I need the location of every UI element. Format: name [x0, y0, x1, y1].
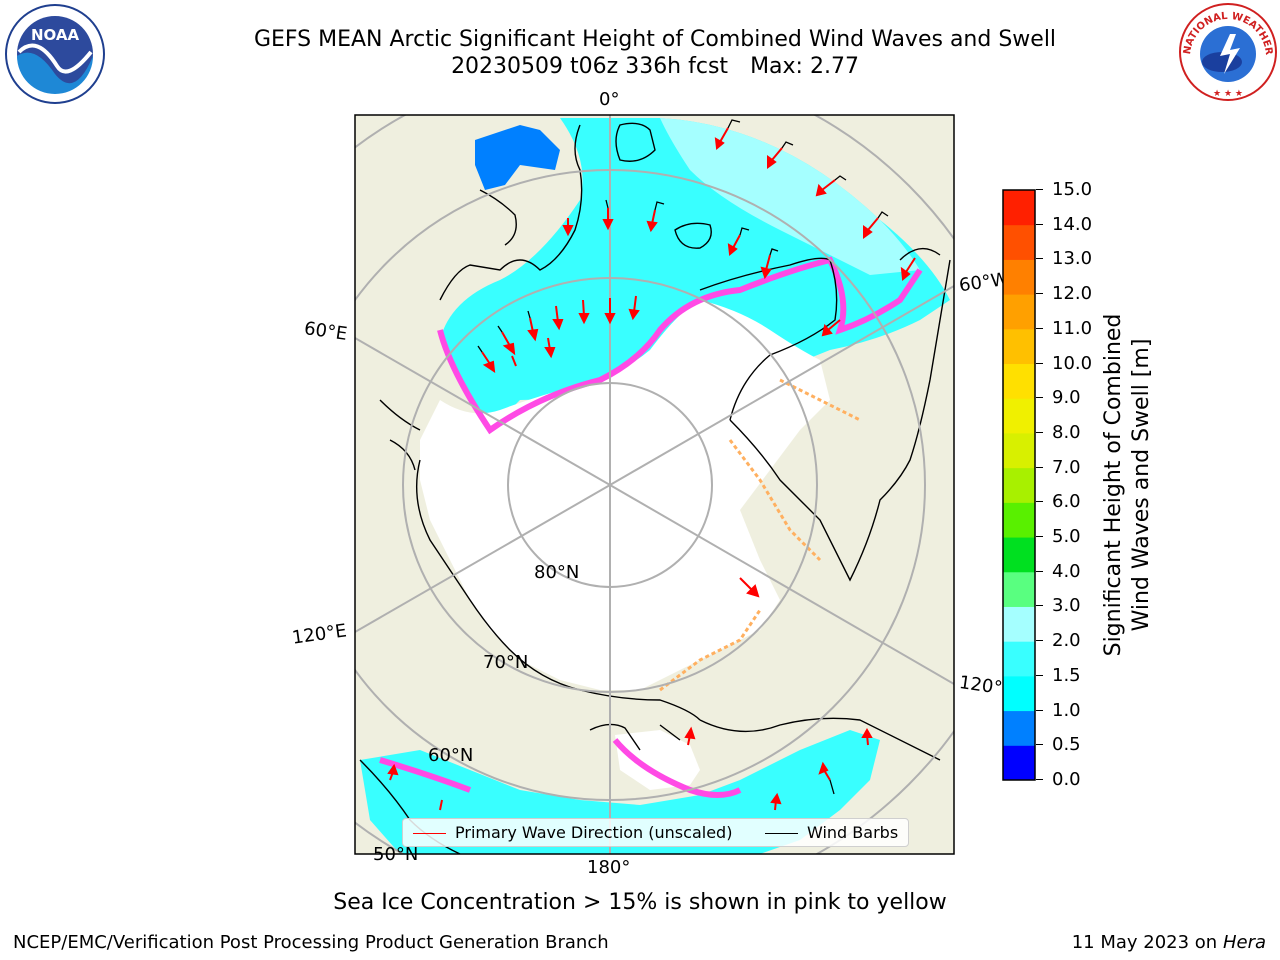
colorbar-tick-label: 7.0 — [1052, 456, 1081, 478]
colorbar-segment — [1003, 467, 1035, 503]
colorbar-segment — [1003, 641, 1035, 677]
national-weather-service-logo-icon: NATIONAL WEATHER SERVICE ★ ★ ★ — [1174, 0, 1277, 101]
colorbar-tick-label: 0.5 — [1052, 734, 1081, 756]
colorbar-segment — [1003, 224, 1035, 260]
noaa-logo-text: NOAA — [31, 26, 80, 44]
colorbar-segment — [1003, 398, 1035, 434]
colorbar-segment — [1003, 363, 1035, 399]
lat-label-80n: 80°N — [534, 562, 580, 583]
sea-ice-area — [420, 300, 830, 690]
colorbar-tick-mark — [1036, 605, 1043, 607]
noaa-logo-icon: NOAA — [5, 4, 105, 104]
colorbar-tick-mark — [1036, 362, 1043, 364]
chart-title: GEFS MEAN Arctic Significant Height of C… — [253, 27, 1057, 52]
lat-label-60n: 60°N — [428, 745, 474, 766]
colorbar-segment — [1003, 259, 1035, 295]
footer-host: Hera — [1222, 932, 1266, 953]
colorbar-tick-label: 1.0 — [1052, 699, 1081, 721]
sea-ice-note: Sea Ice Concentration > 15% is shown in … — [333, 890, 947, 915]
colorbar-tick-mark — [1036, 223, 1043, 225]
ice-edge-orange — [659, 378, 861, 692]
colorbar-title-line2: Wind Waves and Swell [m] — [1129, 338, 1154, 632]
colorbar-title-line1: Significant Height of Combined — [1101, 313, 1126, 657]
ice-edge-atlantic — [437, 256, 923, 435]
colorbar-segment — [1003, 294, 1035, 330]
colorbar-tick-mark — [1036, 709, 1043, 711]
colorbar-tick-mark — [1036, 258, 1043, 260]
colorbar-title: Significant Height of Combined Wind Wave… — [1100, 314, 1156, 657]
colorbar-segment — [1003, 710, 1035, 746]
forecast-run: 20230509 t06z 336h fcst — [451, 54, 729, 79]
colorbar-tick-mark — [1036, 779, 1043, 780]
max-value: Max: 2.77 — [750, 54, 859, 79]
colorbar-tick-label: 9.0 — [1052, 387, 1081, 409]
lon-label-0: 0° — [599, 89, 620, 110]
colorbar-tick-mark — [1036, 536, 1043, 538]
colorbar-tick-label: 10.0 — [1052, 352, 1093, 374]
black-line-icon — [765, 833, 798, 834]
lat-label-50n: 50°N — [373, 844, 419, 865]
nws-logo: NATIONAL WEATHER SERVICE ★ ★ ★ — [1174, 0, 1278, 106]
colorbar-tick-label: 14.0 — [1052, 213, 1093, 235]
colorbar-tick-mark — [1036, 189, 1043, 190]
colorbar-tick-mark — [1036, 744, 1043, 746]
noaa-logo: NOAA — [5, 4, 105, 108]
svg-text:★ ★ ★: ★ ★ ★ — [1213, 89, 1243, 99]
map-frame — [354, 114, 955, 855]
colorbar-tick-mark — [1036, 397, 1043, 399]
colorbar-tick-label: 8.0 — [1052, 421, 1081, 443]
colorbar-tick-mark — [1036, 640, 1043, 642]
colorbar-tick-mark — [1036, 327, 1043, 329]
colorbar-tick-mark — [1036, 501, 1043, 503]
colorbar-tick-label: 1.5 — [1052, 664, 1081, 686]
footer-branch: NCEP/EMC/Verification Post Processing Pr… — [13, 932, 609, 953]
colorbar-tick-mark — [1036, 431, 1043, 433]
lat-label-70n: 70°N — [483, 652, 529, 673]
wave-direction-arrows — [387, 127, 916, 811]
colorbar-tick-label: 11.0 — [1052, 317, 1093, 339]
colorbar-segment — [1003, 606, 1035, 642]
colorbar-tick-label: 6.0 — [1052, 491, 1081, 513]
legend-item-wave-direction: Primary Wave Direction (unscaled) — [413, 823, 732, 842]
colorbar-tick-mark — [1036, 674, 1043, 676]
colorbar-segment — [1003, 675, 1035, 712]
wind-barbs — [477, 119, 889, 795]
colorbar-tick-label: 3.0 — [1052, 595, 1081, 617]
chart-subtitle-line: 20230509 t06z 336h fcst Max: 2.77 — [0, 54, 1280, 80]
colorbar-segment — [1003, 190, 1035, 226]
colorbar-tick-mark — [1036, 466, 1043, 468]
colorbar-tick-label: 15.0 — [1052, 179, 1093, 200]
colorbar — [1002, 189, 1036, 781]
colorbar-tick-label: 2.0 — [1052, 630, 1081, 652]
atlantic-swell-field — [660, 118, 920, 275]
colorbar-tick-mark — [1036, 570, 1043, 572]
footer-date: 11 May 2023 on Hera — [1072, 932, 1266, 953]
footer-date-text: 11 May 2023 on — [1071, 932, 1218, 953]
colorbar-segment — [1003, 328, 1035, 365]
colorbar-tick-label: 13.0 — [1052, 248, 1093, 270]
colorbar-segment — [1003, 537, 1035, 573]
colorbar-segment — [1003, 745, 1035, 781]
colorbar-tick-mark — [1036, 293, 1043, 295]
colorbar-tick-label: 4.0 — [1052, 560, 1081, 582]
colorbar-segment — [1003, 571, 1035, 607]
legend-item-wind-barbs: Wind Barbs — [765, 823, 898, 842]
colorbar-segment — [1003, 432, 1035, 469]
map-legend: Primary Wave Direction (unscaled) Wind B… — [402, 818, 909, 847]
legend-label: Wind Barbs — [807, 823, 899, 842]
lon-label-180: 180° — [587, 857, 631, 878]
colorbar-tick-label: 0.0 — [1052, 769, 1081, 790]
baltic-wave-field — [475, 125, 560, 190]
colorbar-tick-label: 12.0 — [1052, 283, 1093, 305]
colorbar-tick-label: 5.0 — [1052, 526, 1081, 548]
legend-label: Primary Wave Direction (unscaled) — [455, 823, 733, 842]
colorbar-segment — [1003, 502, 1035, 538]
graticule — [355, 115, 954, 854]
red-line-icon — [413, 833, 446, 834]
